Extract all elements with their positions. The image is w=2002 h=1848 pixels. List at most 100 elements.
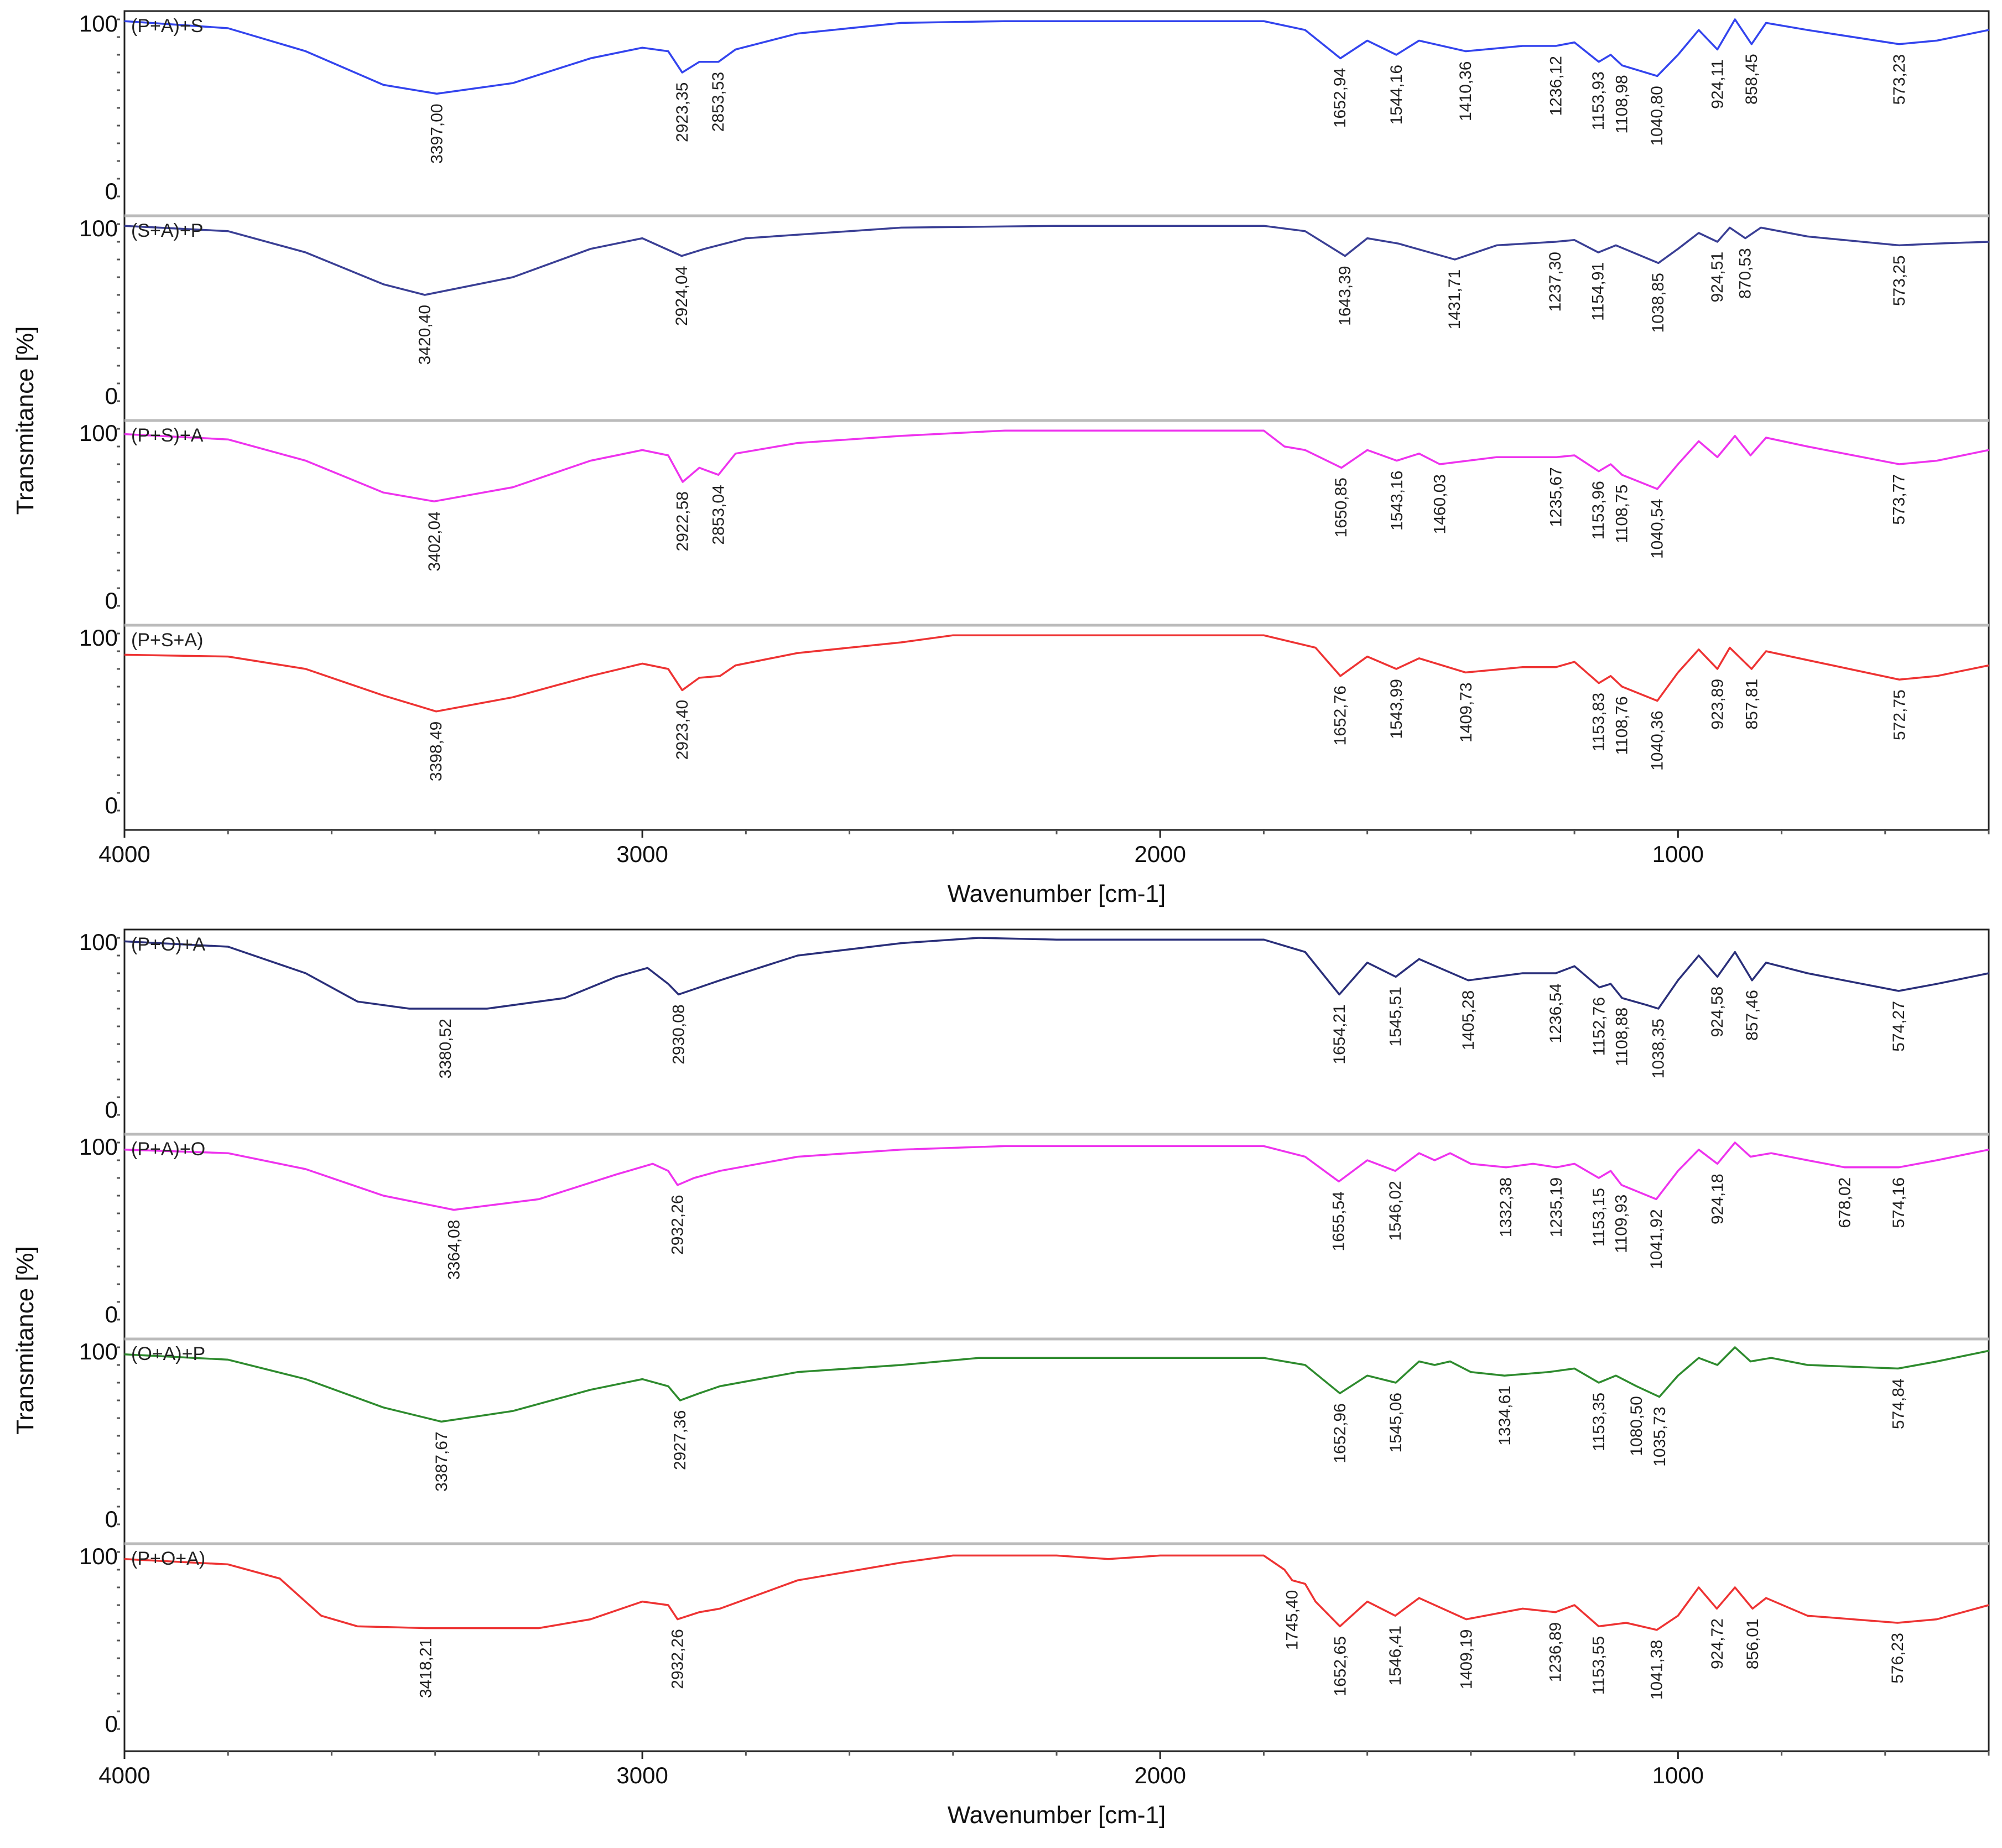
peak-label: 1153,35: [1590, 1393, 1608, 1451]
x-tick-label: 1000: [1652, 1762, 1704, 1788]
x-axis-title: Wavenumber [cm-1]: [948, 880, 1166, 907]
peak-label: 1236,89: [1547, 1622, 1565, 1682]
peak-label: 1040,80: [1648, 86, 1666, 146]
peak-label: 1546,41: [1386, 1626, 1405, 1685]
peak-label: 1652,65: [1331, 1636, 1349, 1696]
peak-label: 1038,35: [1649, 1019, 1667, 1078]
peak-label: 924,58: [1708, 987, 1727, 1037]
peak-label: 573,77: [1890, 474, 1908, 525]
peak-label: 1334,61: [1496, 1385, 1514, 1445]
peak-label: 1035,73: [1651, 1406, 1669, 1466]
y-tick-label-0: 0: [105, 792, 118, 818]
peak-label: 1544,16: [1387, 65, 1406, 124]
peak-label: 2923,40: [673, 700, 691, 760]
peak-label: 1405,28: [1459, 990, 1478, 1050]
peak-label: 2853,53: [709, 72, 727, 132]
series-label: (O+A)+P: [131, 1343, 205, 1364]
series-label: (S+A)+P: [131, 220, 203, 241]
peak-label: 1040,36: [1649, 710, 1667, 770]
peak-label: 857,46: [1743, 990, 1761, 1041]
y-tick-label-100: 100: [79, 1338, 118, 1364]
peak-label: 1652,96: [1331, 1403, 1349, 1463]
peak-label: 923,89: [1709, 679, 1727, 730]
peak-label: 924,11: [1708, 59, 1727, 109]
peak-label: 1108,75: [1613, 485, 1631, 543]
peak-label: 1543,99: [1387, 679, 1406, 739]
peak-label: 1237,30: [1546, 252, 1564, 312]
y-tick-label-100: 100: [79, 929, 118, 955]
y-tick-label-0: 0: [105, 178, 118, 204]
series-label: (P+A)+O: [131, 1139, 205, 1160]
y-tick-label-0: 0: [105, 1097, 118, 1123]
peak-label: 1235,19: [1547, 1177, 1566, 1237]
peak-label: 924,72: [1708, 1618, 1727, 1669]
peak-label: 1409,73: [1457, 682, 1475, 742]
y-tick-label-0: 0: [105, 588, 118, 614]
peak-label: 1153,93: [1589, 71, 1608, 130]
peak-label: 1153,55: [1590, 1636, 1608, 1695]
y-tick-label-100: 100: [79, 215, 118, 241]
peak-label: 3364,08: [445, 1220, 463, 1280]
peak-label: 1654,21: [1330, 1004, 1349, 1064]
x-tick-label: 4000: [98, 1762, 150, 1788]
series-label: (P+S)+A: [131, 425, 204, 446]
series-line-(P+A)+S: [124, 18, 1989, 95]
series-line-(P+S)+A: [124, 429, 1989, 502]
peak-label: 1409,19: [1457, 1629, 1475, 1689]
peak-label: 3402,04: [425, 511, 444, 571]
x-tick-label: 2000: [1135, 1762, 1186, 1788]
peak-label: 1153,83: [1589, 693, 1608, 751]
peak-label: 858,45: [1743, 54, 1761, 105]
peak-label: 2927,36: [671, 1410, 689, 1470]
peak-label: 3418,21: [417, 1638, 435, 1698]
peak-label: 1460,03: [1431, 474, 1449, 534]
peak-label: 573,25: [1890, 255, 1909, 306]
peak-label: 1545,06: [1387, 1393, 1405, 1452]
peak-label: 2930,08: [670, 1004, 688, 1064]
peak-label: 2853,04: [710, 485, 728, 544]
peak-label: 857,81: [1743, 679, 1761, 730]
peak-label: 3398,49: [427, 721, 445, 781]
series-label: (P+S+A): [131, 630, 203, 651]
peak-label: 574,84: [1889, 1378, 1907, 1429]
peak-label: 573,23: [1890, 54, 1909, 105]
peak-label: 1546,02: [1386, 1181, 1405, 1240]
series-label: (P+A)+S: [131, 15, 203, 37]
series-line-(P+A)+O: [124, 1141, 1989, 1211]
x-tick-label: 3000: [616, 841, 668, 867]
peak-label: 1235,67: [1547, 467, 1566, 527]
peak-label: 1655,54: [1330, 1191, 1348, 1251]
peak-label: 1154,91: [1589, 262, 1607, 321]
peak-label: 1038,85: [1649, 273, 1667, 333]
peak-label: 1745,40: [1283, 1590, 1302, 1650]
peak-label: 1041,92: [1647, 1209, 1666, 1269]
peak-label: 1643,39: [1336, 266, 1354, 325]
y-tick-label-100: 100: [79, 1543, 118, 1569]
peak-label: 1332,38: [1497, 1177, 1515, 1237]
y-tick-label-0: 0: [105, 383, 118, 409]
peak-label: 3380,52: [436, 1019, 455, 1078]
series-line-(O+A)+P: [124, 1346, 1989, 1423]
peak-label: 2932,26: [669, 1195, 687, 1254]
y-tick-label-100: 100: [79, 420, 118, 446]
peak-label: 924,51: [1708, 252, 1727, 303]
y-tick-label-100: 100: [79, 11, 118, 37]
y-tick-label-100: 100: [79, 1134, 118, 1160]
peak-label: 1652,94: [1331, 68, 1349, 128]
peak-label: 856,01: [1744, 1618, 1762, 1669]
peak-label: 1236,54: [1547, 983, 1565, 1043]
series-line-(S+A)+P: [124, 225, 1989, 296]
y-axis-title: Transmitance [%]: [12, 326, 39, 515]
series-line-(P+S+A): [124, 634, 1989, 713]
peak-label: 870,53: [1736, 248, 1755, 299]
peak-label: 1108,76: [1613, 696, 1631, 755]
y-tick-label-100: 100: [79, 625, 118, 651]
peak-label: 2923,35: [673, 82, 691, 142]
peak-label: 3387,67: [433, 1431, 451, 1491]
peak-label: 1108,88: [1613, 1008, 1631, 1066]
peak-label: 1545,51: [1387, 987, 1405, 1046]
peak-label: 1108,98: [1613, 75, 1631, 133]
x-axis-title: Wavenumber [cm-1]: [948, 1802, 1166, 1829]
